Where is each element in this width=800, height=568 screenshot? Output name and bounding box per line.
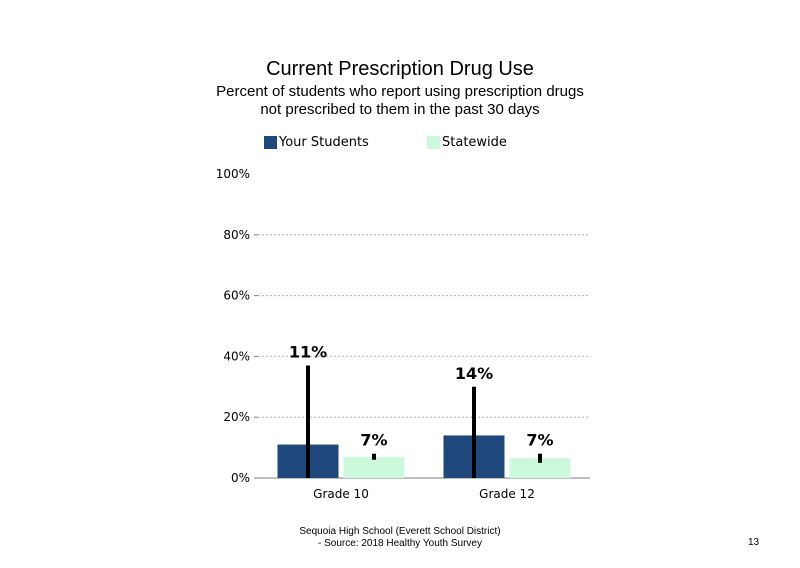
data-label: 7%	[360, 431, 387, 450]
footer-school: Sequoia High School (Everett School Dist…	[299, 526, 501, 537]
x-category-label: Grade 12	[479, 487, 535, 501]
page-number: 13	[748, 537, 760, 548]
chart-title: Current Prescription Drug Use	[266, 58, 534, 80]
legend-item-statewide: Statewide	[427, 134, 507, 150]
legend-item-your-students: Your Students	[264, 134, 369, 150]
bar-statewide-grade-12	[509, 458, 571, 478]
y-tick-label: 20%	[223, 410, 250, 424]
data-label: 14%	[455, 364, 493, 383]
chart-subtitle-line-2: not prescribed to them in the past 30 da…	[260, 101, 540, 118]
legend-swatch-your-students	[264, 135, 277, 149]
x-category-label: Grade 10	[313, 487, 369, 501]
y-tick-label: 60%	[223, 289, 250, 303]
y-tick-label: 40%	[223, 349, 250, 363]
data-label: 7%	[526, 431, 553, 450]
y-tick-label: 80%	[223, 228, 250, 242]
footer-source: - Source: 2018 Healthy Youth Survey	[318, 538, 482, 549]
chart-subtitle-line-1: Percent of students who report using pre…	[216, 83, 584, 100]
y-tick-label: 0%	[231, 471, 250, 485]
legend-swatch-statewide	[427, 135, 440, 149]
legend-label-statewide: Statewide	[442, 134, 507, 150]
legend-label-your-students: Your Students	[279, 134, 369, 150]
data-label: 11%	[289, 343, 327, 362]
y-tick-label: 100%	[216, 167, 250, 181]
bar-statewide-grade-10	[343, 456, 405, 478]
